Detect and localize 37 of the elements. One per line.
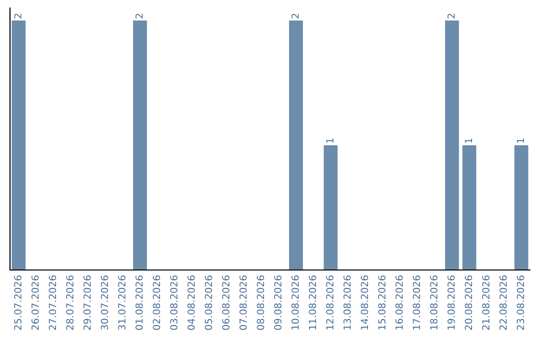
- x-tick-label: 30.07.2026: [100, 275, 108, 330]
- x-tick-label: 07.08.2026: [239, 275, 247, 330]
- data-label: 2: [135, 14, 143, 18]
- x-tick-label: 22.08.2026: [499, 275, 507, 330]
- x-tick-label: 20.08.2026: [464, 275, 472, 330]
- x-tick-label: 21.08.2026: [482, 275, 490, 330]
- x-tick-label: 03.08.2026: [170, 275, 178, 330]
- x-tick-label: 19.08.2026: [447, 275, 455, 330]
- x-tick-label: 02.08.2026: [152, 275, 160, 330]
- data-label: 1: [326, 138, 334, 143]
- x-tick-label: 04.08.2026: [187, 275, 195, 330]
- data-label: 2: [291, 14, 299, 18]
- data-label: 2: [447, 14, 455, 18]
- x-tick-label: 23.08.2026: [516, 275, 524, 330]
- x-tick-label: 26.07.2026: [31, 275, 39, 330]
- x-tick-label: 25.07.2026: [14, 275, 22, 330]
- x-tick-label: 08.08.2026: [256, 275, 264, 330]
- x-tick-label: 13.08.2026: [343, 275, 351, 330]
- x-tick-label: 15.08.2026: [378, 275, 386, 330]
- data-label: 1: [464, 138, 472, 143]
- x-tick-label: 01.08.2026: [135, 275, 143, 330]
- x-tick-label: 28.07.2026: [66, 275, 74, 330]
- x-tick-label: 10.08.2026: [291, 275, 299, 330]
- x-tick-label: 05.08.2026: [204, 275, 212, 330]
- x-tick-label: 18.08.2026: [430, 275, 438, 330]
- x-tick-label: 09.08.2026: [274, 275, 282, 330]
- x-tick-label: 11.08.2026: [308, 275, 316, 330]
- x-tick-label: 29.07.2026: [83, 275, 91, 330]
- x-tick-label: 06.08.2026: [222, 275, 230, 330]
- x-tick-label: 14.08.2026: [360, 275, 368, 330]
- data-label: 1: [516, 138, 524, 143]
- x-tick-label: 27.07.2026: [48, 275, 56, 330]
- x-tick-label: 12.08.2026: [326, 275, 334, 330]
- x-tick-label: 17.08.2026: [412, 275, 420, 330]
- x-tick-label: 31.07.2026: [118, 275, 126, 330]
- data-label: 2: [14, 14, 22, 18]
- x-tick-label: 16.08.2026: [395, 275, 403, 330]
